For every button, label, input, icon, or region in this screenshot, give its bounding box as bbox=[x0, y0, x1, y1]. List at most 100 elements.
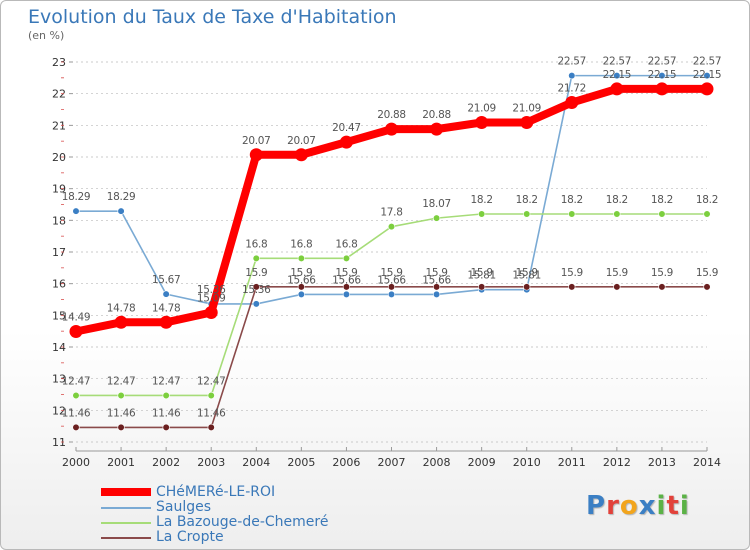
data-label: 18.29 bbox=[107, 191, 136, 203]
x-tick-label: 2002 bbox=[152, 456, 180, 469]
data-label: 18.29 bbox=[62, 191, 91, 203]
data-point bbox=[475, 115, 489, 129]
data-label: 12.47 bbox=[62, 375, 91, 387]
y-tick-label: 23 bbox=[52, 56, 66, 69]
data-label: 16.8 bbox=[290, 238, 312, 250]
legend-label: La Cropte bbox=[156, 529, 224, 545]
logo-letter: t bbox=[666, 491, 680, 521]
y-tick-label: 15 bbox=[52, 309, 66, 322]
data-label: 22.57 bbox=[558, 56, 587, 68]
data-point bbox=[204, 305, 218, 319]
legend-swatch bbox=[101, 537, 151, 539]
x-tick-label: 2012 bbox=[603, 456, 631, 469]
data-label: 15.9 bbox=[696, 267, 718, 279]
data-point bbox=[297, 290, 305, 299]
data-label: 20.07 bbox=[287, 135, 316, 147]
series-3 bbox=[72, 283, 711, 432]
data-point bbox=[613, 210, 621, 218]
data-label: 15.9 bbox=[516, 267, 538, 279]
data-label: 15.36 bbox=[197, 284, 226, 296]
chart-subtitle: (en %) bbox=[28, 29, 65, 42]
y-tick-label: 14 bbox=[52, 341, 66, 354]
legend-label: La Bazouge-de-Chemeré bbox=[156, 514, 329, 530]
data-point bbox=[565, 96, 579, 110]
data-label: 12.47 bbox=[152, 375, 181, 387]
data-label: 15.66 bbox=[287, 274, 316, 286]
data-point bbox=[703, 283, 711, 291]
x-tick-label: 2013 bbox=[648, 456, 676, 469]
proxiti-logo: Proxiti bbox=[586, 491, 690, 521]
data-label: 15.9 bbox=[425, 267, 447, 279]
legend-swatch bbox=[101, 522, 151, 524]
data-point bbox=[72, 391, 80, 400]
data-point bbox=[703, 72, 711, 80]
data-label: 15.66 bbox=[377, 274, 406, 286]
x-tick-label: 2003 bbox=[197, 456, 225, 469]
data-point bbox=[252, 283, 260, 291]
data-label: 11.46 bbox=[197, 407, 226, 419]
data-point bbox=[249, 148, 263, 162]
y-tick-label: 19 bbox=[52, 183, 66, 196]
x-tick-label: 2011 bbox=[558, 456, 586, 469]
data-point bbox=[294, 148, 308, 162]
data-label: 18.2 bbox=[696, 194, 718, 206]
data-point bbox=[430, 122, 444, 136]
data-label: 15.66 bbox=[332, 274, 361, 286]
data-point bbox=[385, 122, 398, 136]
y-tick-label: 18 bbox=[52, 214, 66, 227]
data-label: 15.81 bbox=[512, 270, 541, 282]
legend-swatch bbox=[101, 488, 151, 496]
data-point bbox=[207, 423, 215, 432]
data-label: 18.2 bbox=[516, 194, 538, 206]
data-label: 20.88 bbox=[377, 109, 406, 121]
data-point bbox=[703, 210, 711, 218]
data-label: 15.9 bbox=[471, 267, 493, 279]
data-label: 20.47 bbox=[332, 122, 361, 134]
logo-letter: r bbox=[606, 491, 620, 521]
data-label: 14.78 bbox=[152, 302, 181, 314]
data-point bbox=[72, 207, 80, 215]
data-label: 17.8 bbox=[380, 207, 402, 219]
data-label: 15.81 bbox=[467, 270, 496, 282]
x-tick-label: 2000 bbox=[62, 456, 90, 469]
data-label: 21.09 bbox=[467, 102, 496, 114]
data-point bbox=[162, 290, 170, 298]
data-point bbox=[114, 315, 128, 329]
axis-layer: 11 12 13 14 15 16 17 18 19 20 21 22 23 2000 2001 2002 20… bbox=[52, 56, 721, 469]
x-tick-label: 2001 bbox=[107, 456, 135, 469]
data-label: 15.9 bbox=[290, 267, 312, 279]
y-tick-label: 13 bbox=[52, 373, 66, 386]
data-label: 18.2 bbox=[651, 194, 673, 206]
data-point bbox=[342, 283, 351, 291]
data-point bbox=[162, 423, 170, 432]
data-point bbox=[207, 391, 215, 400]
data-label: 15.66 bbox=[422, 274, 451, 286]
x-tick-label: 2008 bbox=[423, 456, 451, 469]
data-label: 18.2 bbox=[606, 194, 628, 206]
data-label: 15.9 bbox=[651, 267, 673, 279]
x-tick-label: 2004 bbox=[242, 456, 270, 469]
y-tick-label: 12 bbox=[52, 404, 66, 417]
y-tick-label: 21 bbox=[52, 119, 66, 132]
y-tick-label: 17 bbox=[52, 246, 66, 259]
data-label: 15.36 bbox=[242, 284, 271, 296]
data-point bbox=[520, 115, 534, 129]
data-label: 22.15 bbox=[603, 69, 632, 81]
series-0 bbox=[69, 82, 714, 338]
logo-letter: i bbox=[679, 491, 690, 521]
data-label: 21.09 bbox=[512, 102, 541, 114]
data-point bbox=[568, 283, 576, 291]
data-label: 16.8 bbox=[335, 238, 357, 250]
logo-letter: i bbox=[656, 491, 667, 521]
logo-letter: o bbox=[619, 491, 639, 521]
data-point bbox=[387, 283, 396, 291]
x-tick-label: 2014 bbox=[693, 456, 721, 469]
data-point bbox=[387, 290, 396, 299]
data-point bbox=[342, 254, 351, 262]
data-label: 12.47 bbox=[197, 375, 226, 387]
data-label: 22.15 bbox=[693, 69, 722, 81]
data-point bbox=[655, 82, 669, 96]
data-point bbox=[69, 324, 83, 338]
data-label: 22.15 bbox=[648, 69, 677, 81]
